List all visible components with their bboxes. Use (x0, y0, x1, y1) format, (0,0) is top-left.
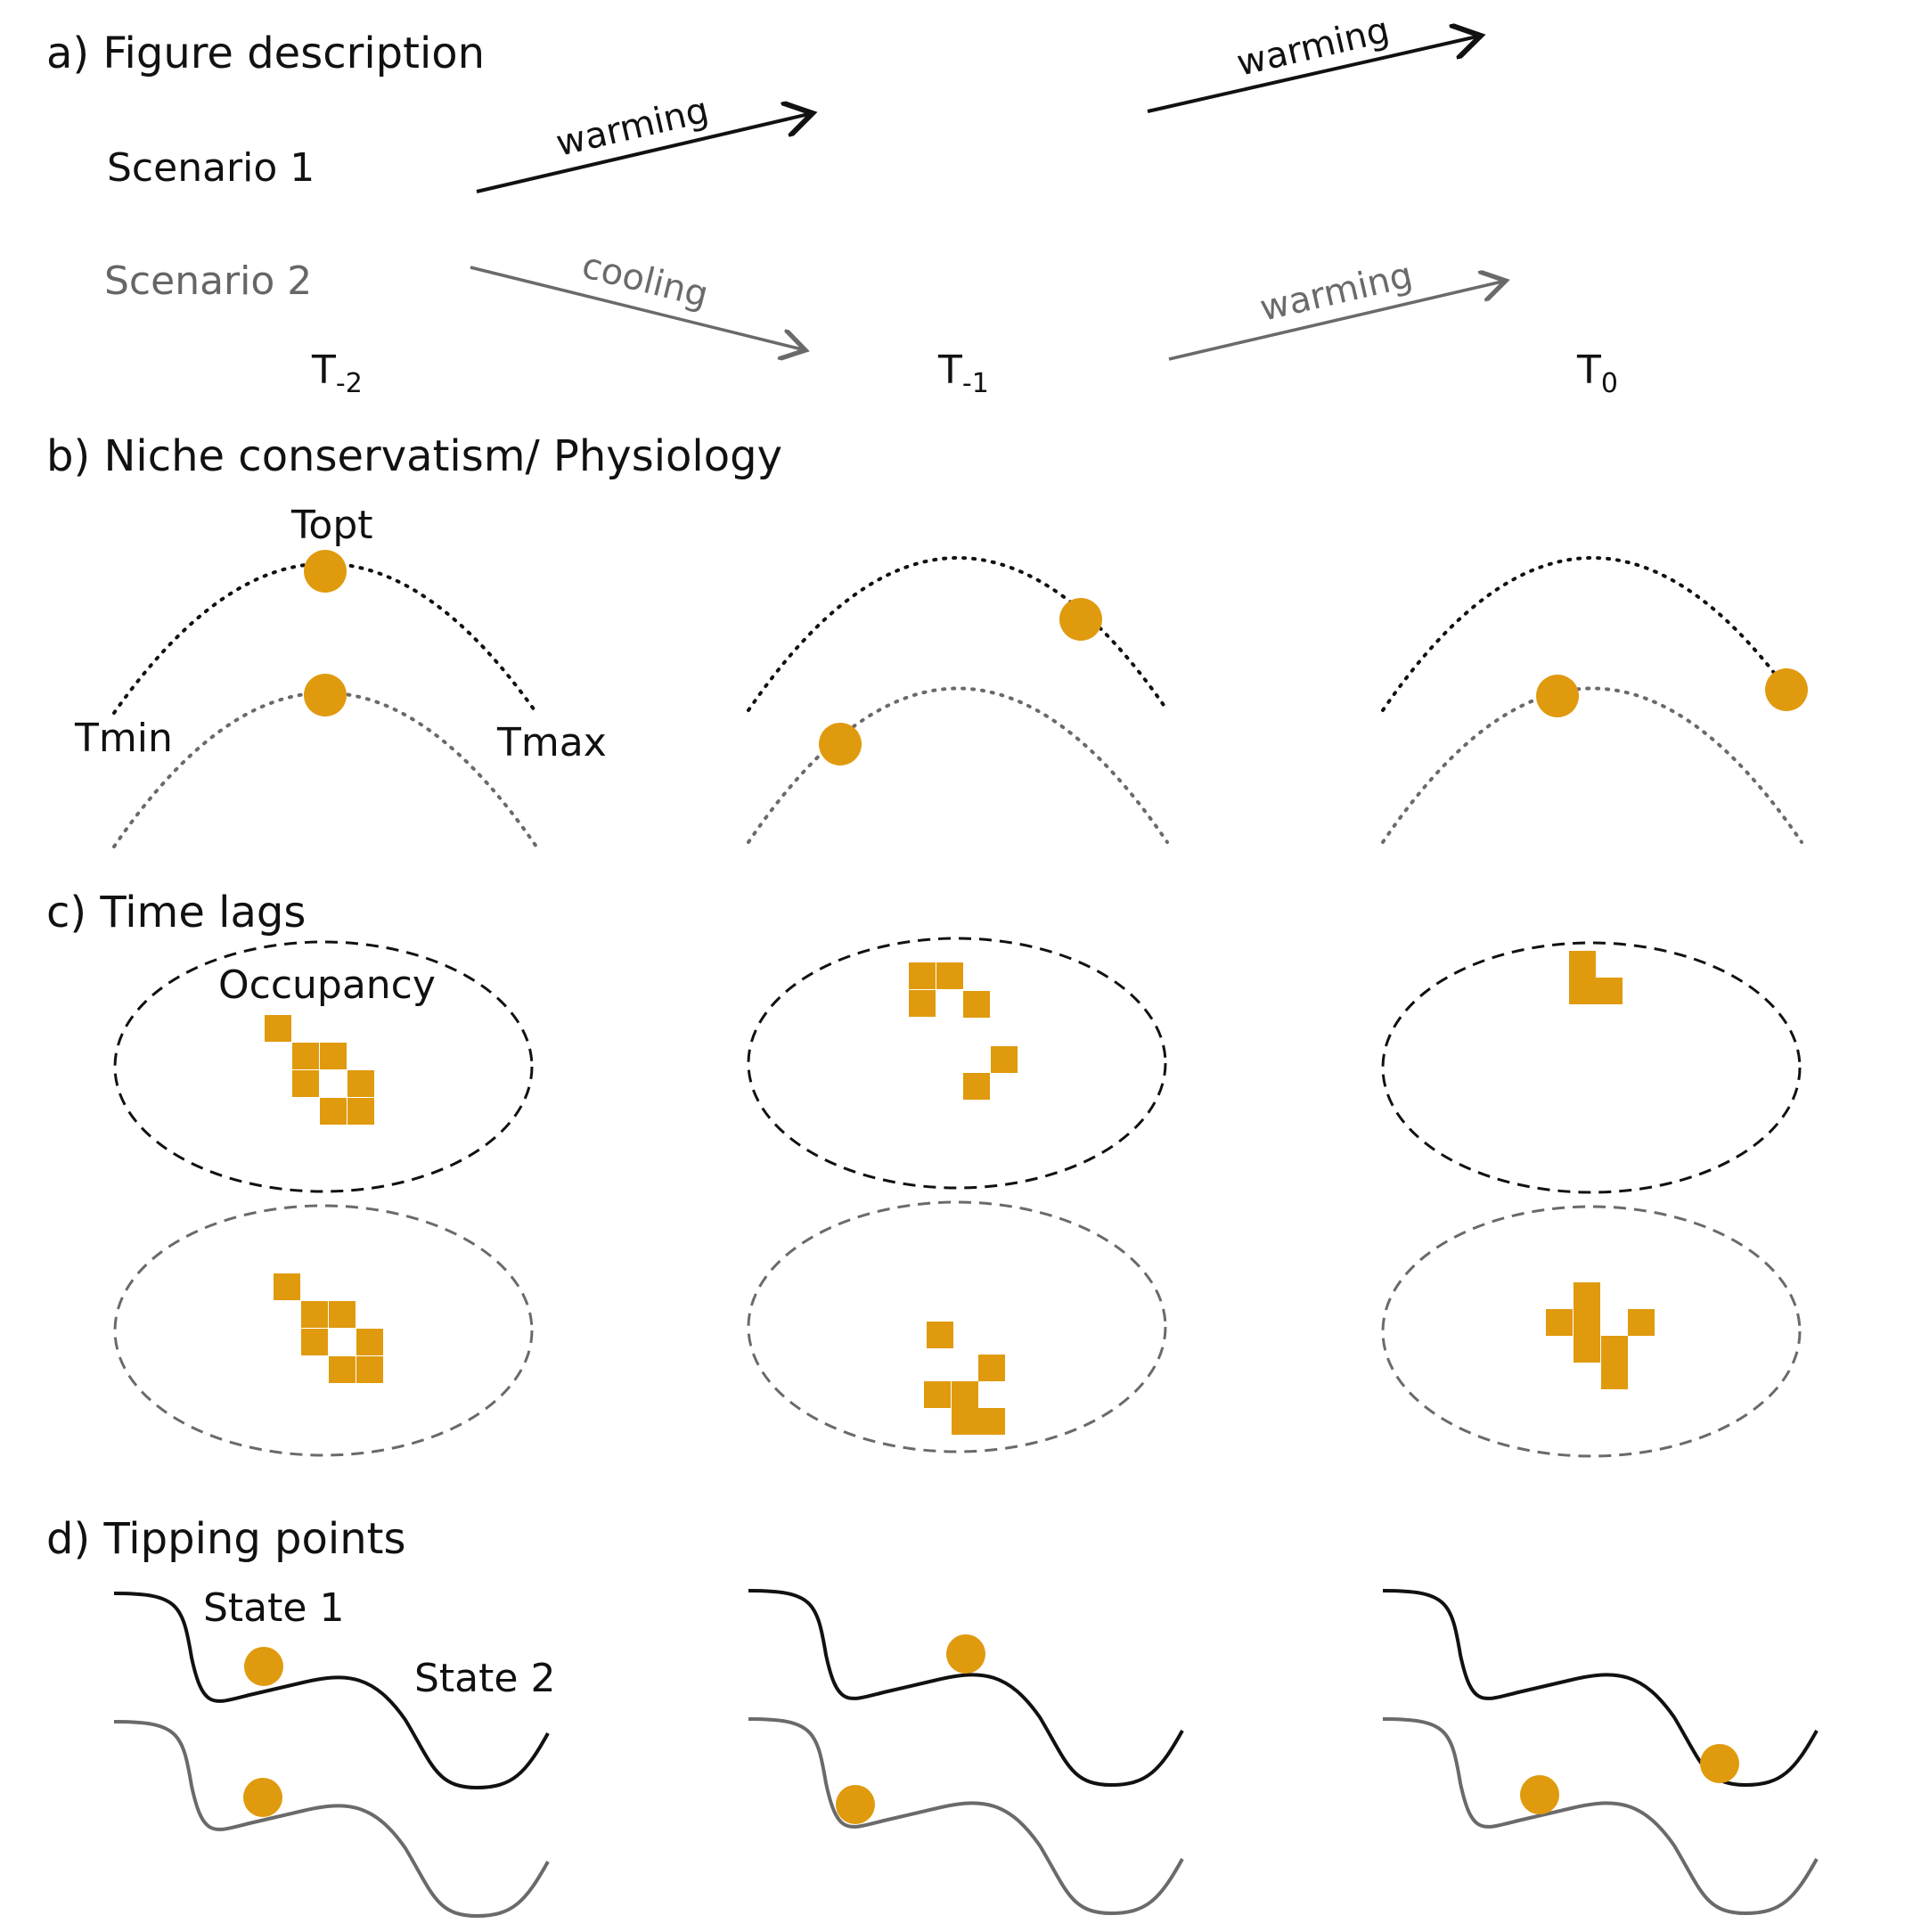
time-label-t-minus-1: T-1 (937, 348, 989, 399)
section-c-time-lags: c) Time lags Occupancy (46, 888, 1802, 1458)
scenario-2-arrow-2 (1168, 281, 1506, 361)
occupancy-cell (347, 1070, 374, 1097)
range-ellipse-s1-t0 (1381, 941, 1802, 1194)
landscape-s1-t-1 (748, 1589, 1184, 1788)
occupancy-cell (292, 1070, 319, 1097)
occupancy-cell (347, 1098, 374, 1125)
occupancy-cell (952, 1408, 978, 1435)
occupancy-cells-s1-t-1 (909, 962, 1018, 1100)
topt-label: Topt (290, 503, 373, 548)
section-b-niche-conservatism: b) Niche conservatism/ Physiology Topt T… (46, 431, 1808, 848)
occupancy-cell (1601, 1363, 1628, 1389)
physiology-curve-s1-t0 (1381, 556, 1803, 712)
section-d-tipping-points: d) Tipping points State 1 State 2 (46, 1514, 1819, 1919)
occupancy-cell (1546, 1309, 1573, 1336)
occupancy-cell (274, 1273, 300, 1300)
occupancy-cell (356, 1329, 383, 1355)
scenario-1-arrow-2 (1147, 36, 1481, 113)
occupancy-cell (1601, 1336, 1628, 1363)
scenario-2-label: Scenario 2 (104, 258, 312, 304)
physiology-curve-s2-t0 (1381, 686, 1803, 844)
system-state-ball-s2-t-2 (243, 1778, 282, 1817)
section-a-title: a) Figure description (46, 29, 485, 78)
system-state-ball-s2-t0 (1520, 1775, 1559, 1814)
physiology-point-s1-t-2 (304, 550, 347, 593)
scenario-2-arrow-2-label: warming (1256, 255, 1417, 330)
occupancy-cell (320, 1098, 347, 1125)
physiology-point-s2-t0 (1536, 675, 1579, 717)
scenario-2-arrow-1-label: cooling (578, 245, 713, 315)
occupancy-cell (329, 1356, 356, 1383)
occupancy-label: Occupancy (218, 962, 436, 1008)
range-ellipse-s2-t-1 (747, 1200, 1167, 1453)
occupancy-cell (301, 1329, 328, 1355)
range-ellipse-s1-t-1 (747, 937, 1167, 1190)
occupancy-cell (1574, 1336, 1600, 1363)
section-c-title: c) Time lags (46, 888, 306, 937)
landscape-s2-t-1 (748, 1717, 1184, 1916)
time-label-t-minus-2: T-2 (311, 348, 363, 399)
physiology-point-s2-t-1 (819, 723, 862, 765)
occupancy-cell (1574, 1282, 1600, 1309)
occupancy-cell (927, 1322, 953, 1348)
section-d-title: d) Tipping points (46, 1514, 405, 1564)
landscape-s2-t0 (1382, 1717, 1819, 1916)
occupancy-cell (329, 1301, 356, 1328)
occupancy-cell (1569, 951, 1596, 978)
system-state-ball-s1-t0 (1700, 1744, 1739, 1783)
occupancy-cell (1628, 1309, 1655, 1336)
occupancy-cells-s1-t0 (1569, 951, 1623, 1004)
occupancy-cell (909, 962, 936, 989)
occupancy-cell (991, 1046, 1018, 1073)
scenario-2-arrow-1 (470, 266, 805, 350)
time-label-t-0: T0 (1576, 348, 1618, 399)
landscape-s2-t-2 (113, 1720, 550, 1919)
occupancy-cells-s2-t-2 (274, 1273, 383, 1383)
scenario-1-label: Scenario 1 (107, 145, 315, 191)
state-1-label: State 1 (203, 1585, 344, 1631)
physiology-curve-s1-t-2 (112, 561, 538, 715)
occupancy-cell (978, 1355, 1005, 1381)
occupancy-cell (936, 962, 963, 989)
physiology-point-s1-t-1 (1059, 598, 1102, 641)
occupancy-cell (1569, 978, 1596, 1004)
system-state-ball-s2-t-1 (836, 1785, 875, 1824)
occupancy-cells-s1-t-2 (265, 1015, 374, 1125)
range-ellipse-s2-t0 (1381, 1205, 1802, 1458)
landscape-s1-t0 (1382, 1589, 1819, 1788)
occupancy-cell (952, 1381, 978, 1408)
scenario-1-arrow-1 (476, 113, 813, 193)
occupancy-cell (963, 991, 990, 1018)
occupancy-cell (301, 1301, 328, 1328)
range-ellipse-s2-t-2 (113, 1204, 534, 1457)
occupancy-cell (320, 1043, 347, 1069)
occupancy-cell (1574, 1309, 1600, 1336)
occupancy-cell (356, 1356, 383, 1383)
physiology-point-s2-t-2 (304, 674, 347, 716)
physiology-curve-s1-t-1 (747, 556, 1169, 712)
occupancy-cell (265, 1015, 291, 1042)
system-state-ball-s1-t-2 (244, 1647, 283, 1686)
occupancy-cell (909, 990, 936, 1017)
scenario-1-arrow-1-label: warming (552, 90, 713, 165)
range-ellipse-s1-t-2 (113, 940, 534, 1193)
tmax-label: Tmax (496, 720, 607, 765)
section-b-title: b) Niche conservatism/ Physiology (46, 431, 782, 481)
occupancy-cells-s2-t0 (1546, 1282, 1655, 1389)
system-state-ball-s1-t-1 (946, 1634, 985, 1674)
physiology-point-s1-t0 (1765, 668, 1808, 711)
landscape-s1-t-2 (113, 1592, 550, 1790)
state-2-label: State 2 (414, 1656, 555, 1701)
occupancy-cell (978, 1408, 1005, 1435)
tmin-label: Tmin (74, 716, 173, 761)
occupancy-cell (292, 1043, 319, 1069)
occupancy-cell (924, 1381, 951, 1408)
occupancy-cells-s2-t-1 (924, 1322, 1005, 1435)
physiology-curve-s2-t-1 (747, 686, 1169, 844)
occupancy-cell (1596, 978, 1623, 1004)
section-a-figure-description: a) Figure description Scenario 1 Scenari… (46, 10, 1618, 399)
occupancy-cell (963, 1073, 990, 1100)
